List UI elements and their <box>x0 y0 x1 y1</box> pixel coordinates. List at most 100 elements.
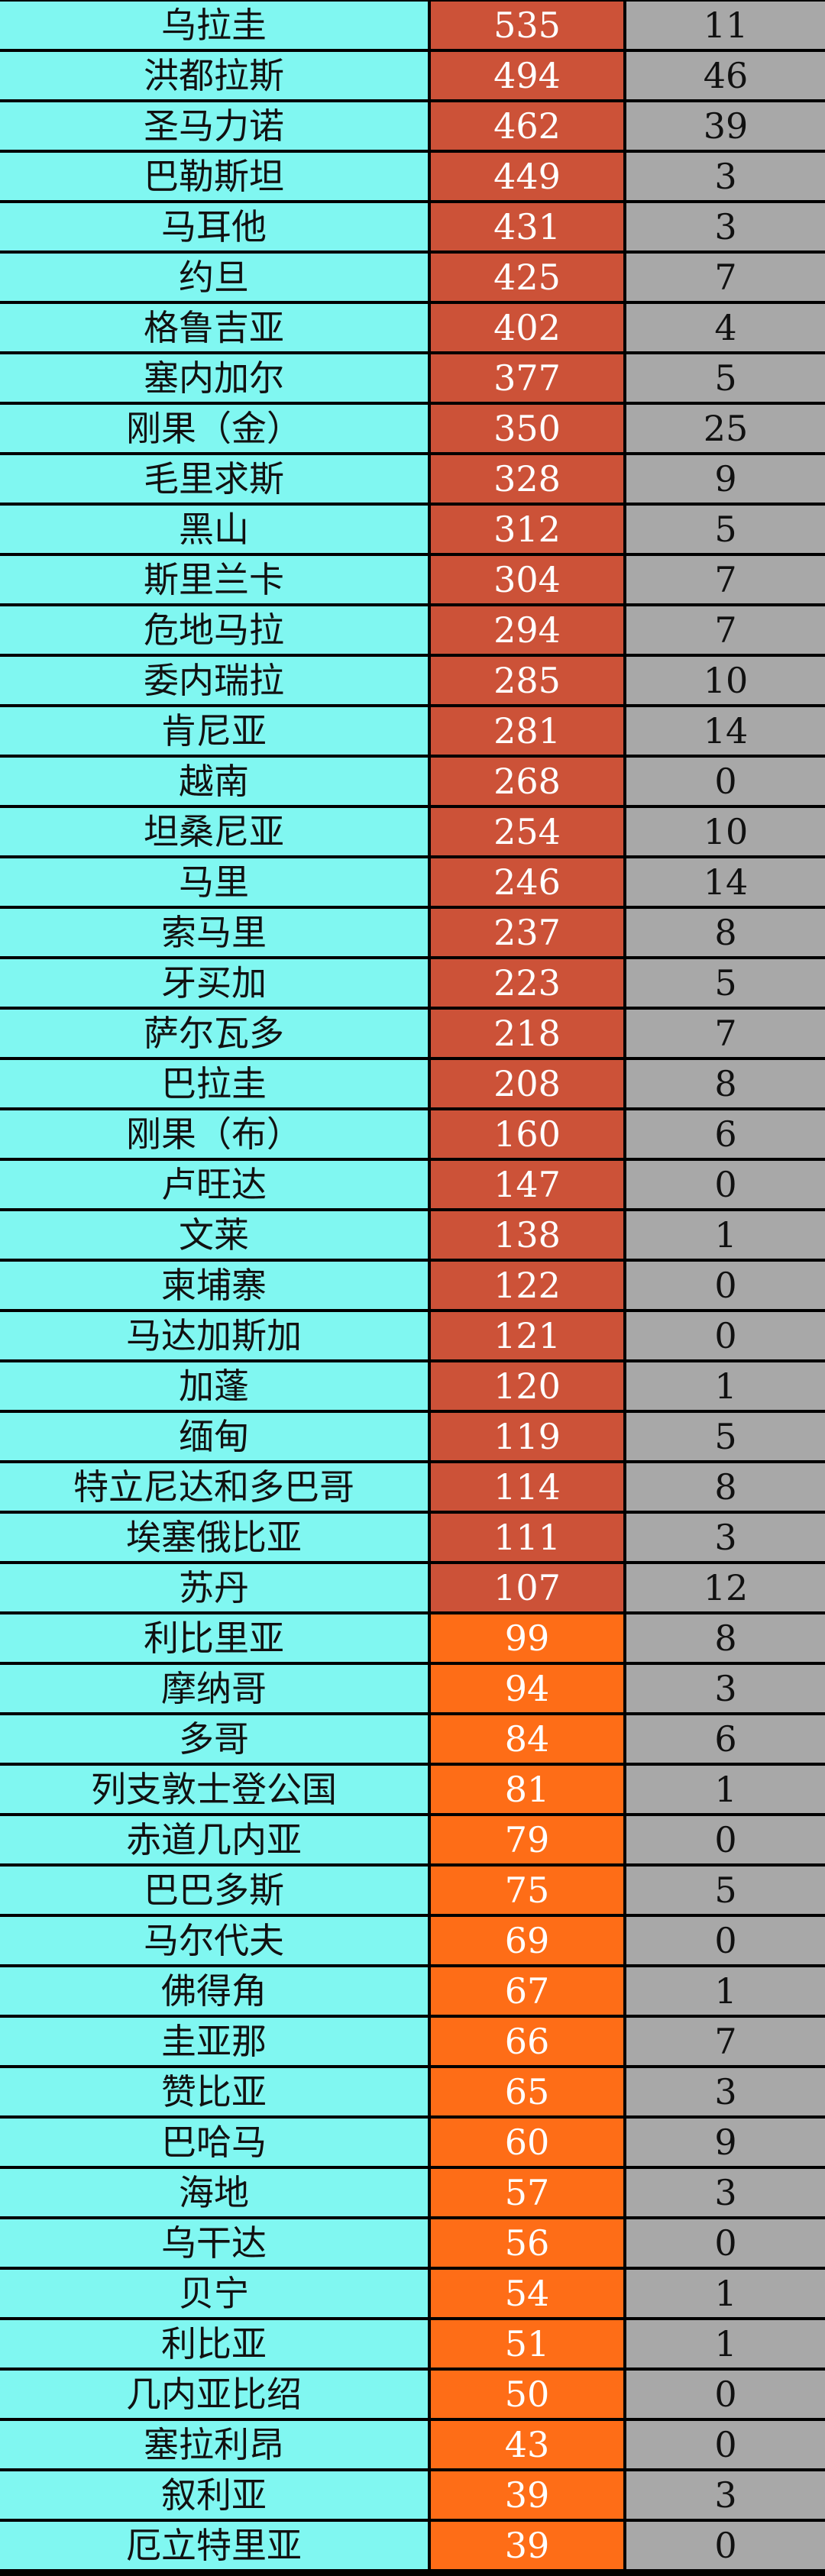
table-row: 利比亚 51 1 <box>0 2320 825 2368</box>
country-name-cell: 坦桑尼亚 <box>0 808 428 855</box>
country-name-cell: 乌干达 <box>0 2219 428 2267</box>
count-cell: 46 <box>626 52 825 99</box>
country-name-cell: 约旦 <box>0 254 428 301</box>
count-cell: 5 <box>626 354 825 402</box>
table-row: 刚果（布） 160 6 <box>0 1110 825 1158</box>
table-row: 巴哈马 60 9 <box>0 2119 825 2166</box>
count-cell: 14 <box>626 858 825 906</box>
value-cell: 57 <box>431 2169 623 2216</box>
country-name-cell: 黑山 <box>0 506 428 553</box>
count-cell: 10 <box>626 808 825 855</box>
value-cell: 237 <box>431 909 623 956</box>
count-cell: 3 <box>626 2068 825 2115</box>
count-cell: 7 <box>626 1010 825 1057</box>
country-name-cell: 圣马力诺 <box>0 102 428 150</box>
count-cell: 39 <box>626 102 825 150</box>
table-row: 几内亚比绍 50 0 <box>0 2371 825 2418</box>
value-cell: 268 <box>431 758 623 805</box>
value-cell: 50 <box>431 2371 623 2418</box>
count-cell: 8 <box>626 909 825 956</box>
table-row: 厄立特里亚 39 0 <box>0 2522 825 2569</box>
table-row: 海地 57 3 <box>0 2169 825 2216</box>
count-cell: 5 <box>626 506 825 553</box>
value-cell: 254 <box>431 808 623 855</box>
count-cell: 5 <box>626 1413 825 1460</box>
country-name-cell: 萨尔瓦多 <box>0 1010 428 1057</box>
count-cell: 1 <box>626 1362 825 1410</box>
table-row: 佛得角 67 1 <box>0 1967 825 2015</box>
value-cell: 285 <box>431 657 623 704</box>
value-cell: 120 <box>431 1362 623 1410</box>
count-cell: 7 <box>626 254 825 301</box>
country-name-cell: 缅甸 <box>0 1413 428 1460</box>
country-name-cell: 圭亚那 <box>0 2018 428 2065</box>
table-row: 越南 268 0 <box>0 758 825 805</box>
value-cell: 39 <box>431 2522 623 2569</box>
table-row: 乌干达 56 0 <box>0 2219 825 2267</box>
table-row: 苏丹 107 12 <box>0 1564 825 1611</box>
value-cell: 246 <box>431 858 623 906</box>
count-cell: 5 <box>626 959 825 1007</box>
value-cell: 208 <box>431 1060 623 1107</box>
value-cell: 304 <box>431 556 623 603</box>
count-cell: 12 <box>626 1564 825 1611</box>
country-name-cell: 佛得角 <box>0 1967 428 2015</box>
value-cell: 114 <box>431 1463 623 1511</box>
value-cell: 67 <box>431 1967 623 2015</box>
country-name-cell: 马耳他 <box>0 203 428 250</box>
country-name-cell: 巴巴多斯 <box>0 1867 428 1914</box>
country-name-cell: 塞内加尔 <box>0 354 428 402</box>
count-cell: 0 <box>626 1917 825 1964</box>
value-cell: 54 <box>431 2270 623 2317</box>
table-row: 马尔代夫 69 0 <box>0 1917 825 1964</box>
table-row: 坦桑尼亚 254 10 <box>0 808 825 855</box>
country-name-cell: 利比亚 <box>0 2320 428 2368</box>
count-cell: 1 <box>626 2320 825 2368</box>
country-name-cell: 厄立特里亚 <box>0 2522 428 2569</box>
count-cell: 8 <box>626 1463 825 1511</box>
table-row: 委内瑞拉 285 10 <box>0 657 825 704</box>
country-name-cell: 牙买加 <box>0 959 428 1007</box>
country-name-cell: 巴拉圭 <box>0 1060 428 1107</box>
country-name-cell: 毛里求斯 <box>0 455 428 503</box>
count-cell: 6 <box>626 1715 825 1763</box>
value-cell: 449 <box>431 153 623 200</box>
country-name-cell: 利比里亚 <box>0 1614 428 1662</box>
table-row: 卢旺达 147 0 <box>0 1161 825 1208</box>
country-name-cell: 委内瑞拉 <box>0 657 428 704</box>
value-cell: 65 <box>431 2068 623 2115</box>
value-cell: 425 <box>431 254 623 301</box>
count-cell: 7 <box>626 606 825 654</box>
value-cell: 223 <box>431 959 623 1007</box>
table-row: 特立尼达和多巴哥 114 8 <box>0 1463 825 1511</box>
country-name-cell: 危地马拉 <box>0 606 428 654</box>
table-row: 文莱 138 1 <box>0 1211 825 1259</box>
country-name-cell: 加蓬 <box>0 1362 428 1410</box>
table-row: 赤道几内亚 79 0 <box>0 1816 825 1863</box>
value-cell: 99 <box>431 1614 623 1662</box>
count-cell: 3 <box>626 203 825 250</box>
value-cell: 328 <box>431 455 623 503</box>
country-name-cell: 赞比亚 <box>0 2068 428 2115</box>
country-name-cell: 列支敦士登公国 <box>0 1766 428 1813</box>
country-name-cell: 柬埔寨 <box>0 1262 428 1309</box>
value-cell: 43 <box>431 2421 623 2468</box>
count-cell: 7 <box>626 2018 825 2065</box>
country-name-cell: 索马里 <box>0 909 428 956</box>
table-row: 马达加斯加 121 0 <box>0 1312 825 1359</box>
value-cell: 147 <box>431 1161 623 1208</box>
country-name-cell: 巴勒斯坦 <box>0 153 428 200</box>
country-name-cell: 肯尼亚 <box>0 707 428 755</box>
table-row: 柬埔寨 122 0 <box>0 1262 825 1309</box>
country-name-cell: 几内亚比绍 <box>0 2371 428 2418</box>
table-row: 圭亚那 66 7 <box>0 2018 825 2065</box>
table-row: 贝宁 54 1 <box>0 2270 825 2317</box>
value-cell: 84 <box>431 1715 623 1763</box>
table-row: 巴巴多斯 75 5 <box>0 1867 825 1914</box>
table-row: 巴拉圭 208 8 <box>0 1060 825 1107</box>
value-cell: 350 <box>431 405 623 452</box>
value-cell: 75 <box>431 1867 623 1914</box>
table-row: 格鲁吉亚 402 4 <box>0 304 825 351</box>
count-cell: 0 <box>626 1312 825 1359</box>
